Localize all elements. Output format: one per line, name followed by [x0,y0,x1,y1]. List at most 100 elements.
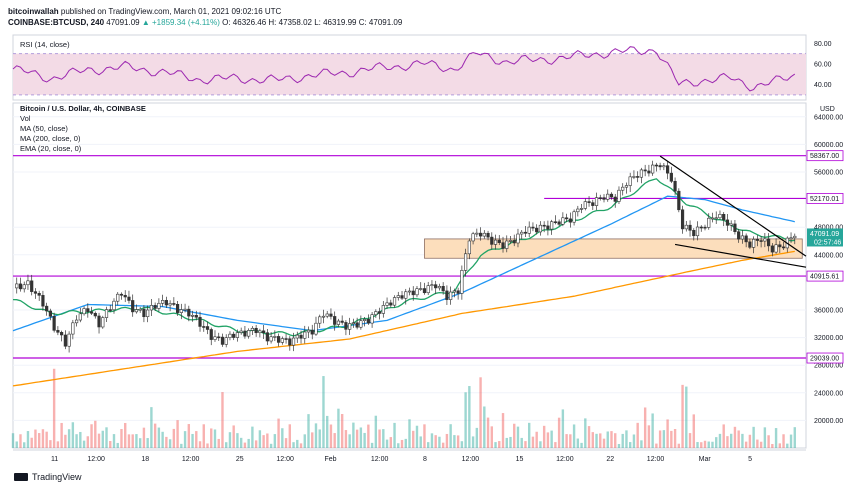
volume-bar [759,441,763,448]
volume-bar [64,434,67,448]
tradingview-logo-icon [14,473,28,481]
volume-bar [97,433,101,448]
price-tick-label: 20000.00 [814,418,843,425]
time-axis: 11 12:00 18 12:00 25 12:00 Feb 12:00 8 12:00 15 12:… [13,449,806,463]
time-tick-label: 12:00 [276,456,294,463]
candle-body [217,336,221,339]
candle-body [755,238,759,241]
volume-bar [793,427,796,448]
volume-bar [591,432,594,448]
candle-body [153,305,157,309]
volume-bar [423,424,426,448]
level-label: 58367.00 [810,153,839,160]
candle-body [175,303,180,313]
volume-bar [326,415,329,448]
level-tag [806,270,844,282]
volume-bar [617,443,621,448]
candle-body [662,165,666,168]
candle-body [299,334,303,339]
candle-body [78,313,82,321]
volume-bar [183,431,187,448]
volume-bar [494,442,497,448]
candle-body [643,169,647,172]
candle-body [441,286,445,292]
volume-bar [640,440,643,448]
time-tick-label: 12:00 [371,456,389,463]
candle-body [568,218,572,223]
level-tag [806,150,844,162]
footer-brand[interactable]: TradingView [14,472,82,482]
ohlc-values: O: 46326.46 H: 47358.02 L: 46319.99 C: 4… [222,18,403,27]
volume-bar [153,423,157,448]
volume-bar [509,436,512,448]
volume-bar [94,420,97,448]
candle-body [108,309,112,311]
candle-body [478,232,483,237]
volume-bar [651,413,654,448]
volume-bar [67,429,71,448]
candle-body [752,238,756,248]
volume-bar [355,429,359,448]
candle-body [699,226,703,229]
time-tick-label: 15 [516,456,524,463]
volume-bar [318,429,321,448]
time-tick-label: 12:00 [647,456,665,463]
volume-bar [363,432,366,448]
candle-body [340,320,344,323]
volume-bar [531,436,535,448]
volume-bar [767,435,770,448]
level-label: 40915.61 [810,274,839,281]
candle-body [385,302,389,306]
volume-bar [116,442,119,448]
volume-bar [299,443,303,448]
candle-body [280,338,284,343]
candle-body [415,288,419,296]
price-tick-label: 48000.00 [814,225,843,232]
candle-body [97,315,101,328]
volume-bar [311,432,314,448]
candle-body [535,227,539,233]
candle-body [587,201,591,203]
candle-body [22,284,26,290]
candle-body [258,330,262,334]
volume-bar [599,433,602,448]
volume-bar [449,424,452,448]
candle-body [508,240,513,242]
candle-body [602,197,606,200]
candle-body [262,330,266,333]
candle-body [576,208,580,213]
volume-bar [744,441,748,448]
indicator-vol: Vol [20,114,31,123]
volume-bar [700,442,703,448]
candle-body [123,294,127,298]
candle-body [250,327,254,331]
candle-body [235,332,240,338]
volume-bar [722,424,725,448]
volume-bar [105,427,108,448]
candle-body [677,190,681,211]
candle-body [669,172,673,182]
candle-body [464,253,468,271]
candle-body [142,308,146,318]
candle-body [546,225,550,230]
candle-body [288,338,292,346]
volume-bar [516,426,520,448]
volume-bar [124,422,127,448]
rsi-tick-label: 80.00 [814,41,832,48]
candle-body [310,329,314,335]
rsi-pane: 80.00 60.00 40.00 [12,34,832,101]
volume-bar [789,434,793,448]
volume-bar [539,441,542,448]
volume-bar [348,434,351,448]
price-tick-label: 36000.00 [814,308,843,315]
candle-body [325,313,329,317]
candle-body [594,197,599,206]
candle-body [161,300,165,304]
candle-body [621,186,625,191]
candle-body [430,284,434,286]
volume-bar [561,409,565,448]
volume-bar [520,437,523,448]
candle-body [725,219,730,226]
rsi-line [12,46,796,92]
